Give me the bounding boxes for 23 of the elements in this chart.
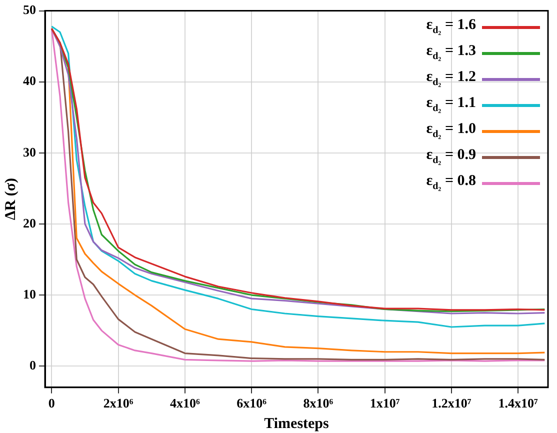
y-axis-title: ΔR (σ) bbox=[2, 178, 19, 220]
x-tick-label: 2x10⁶ bbox=[103, 396, 134, 411]
legend-label: ε$_{d₂}$ = 1.0 bbox=[426, 120, 476, 142]
y-tick-label: 0 bbox=[30, 357, 36, 372]
x-tick-label: 1.4x10⁷ bbox=[498, 396, 538, 411]
x-tick-label: 4x10⁶ bbox=[170, 396, 200, 411]
x-tick-label: 0 bbox=[48, 396, 55, 411]
x-axis-title: Timesteps bbox=[264, 416, 330, 432]
legend-label: ε$_{d₂}$ = 1.2 bbox=[426, 68, 476, 90]
x-tick-label: 6x10⁶ bbox=[236, 396, 267, 411]
x-tick-label: 8x10⁶ bbox=[303, 396, 334, 411]
y-tick-label: 30 bbox=[23, 144, 36, 160]
y-tick-label: 40 bbox=[23, 73, 36, 88]
y-tick-label: 20 bbox=[23, 215, 36, 230]
y-tick-label: 50 bbox=[23, 2, 36, 18]
legend-label: ε$_{d₂}$ = 0.8 bbox=[426, 172, 476, 194]
x-tick-label: 1.2x10⁷ bbox=[432, 396, 472, 411]
x-tick-label: 1x10⁷ bbox=[370, 396, 400, 411]
legend-label: ε$_{d₂}$ = 0.9 bbox=[426, 146, 476, 168]
legend-label: ε$_{d₂}$ = 1.1 bbox=[426, 94, 476, 116]
legend-label: ε$_{d₂}$ = 1.3 bbox=[426, 42, 476, 64]
legend-label: ε$_{d₂}$ = 1.6 bbox=[426, 16, 476, 38]
y-tick-label: 10 bbox=[23, 286, 36, 302]
